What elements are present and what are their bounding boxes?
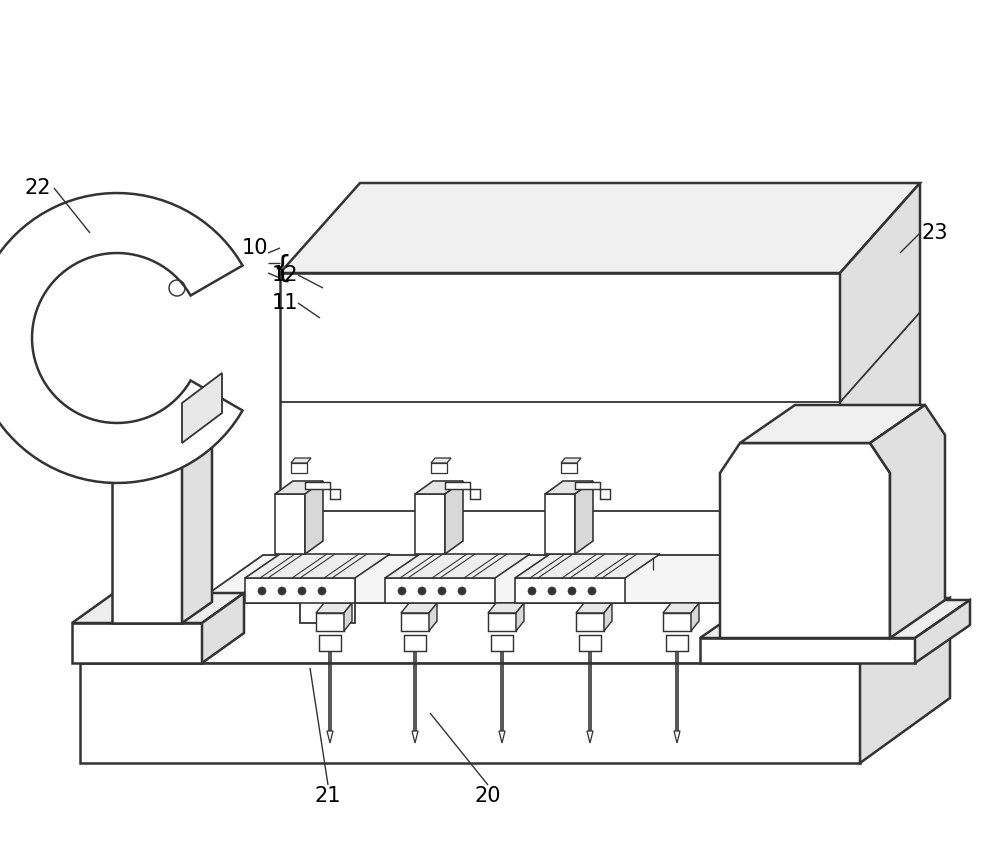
Polygon shape: [515, 554, 660, 578]
Circle shape: [528, 587, 536, 595]
Text: 20: 20: [475, 786, 501, 806]
Circle shape: [418, 587, 426, 595]
Polygon shape: [385, 578, 495, 603]
Polygon shape: [700, 638, 915, 663]
Polygon shape: [488, 603, 524, 613]
Polygon shape: [80, 598, 950, 663]
Polygon shape: [720, 443, 890, 638]
Text: {: {: [272, 254, 291, 282]
Polygon shape: [576, 603, 612, 613]
Circle shape: [278, 587, 286, 595]
Polygon shape: [401, 603, 437, 613]
Bar: [291, 463, 307, 473]
Bar: [300, 555, 355, 623]
Text: 21: 21: [315, 786, 341, 806]
Polygon shape: [860, 598, 950, 763]
Circle shape: [258, 587, 266, 595]
Bar: [579, 635, 601, 651]
Polygon shape: [545, 494, 575, 554]
Polygon shape: [691, 603, 699, 631]
Bar: [401, 613, 429, 631]
Polygon shape: [327, 731, 333, 743]
Circle shape: [398, 587, 406, 595]
Polygon shape: [870, 405, 945, 638]
Polygon shape: [195, 603, 765, 663]
Polygon shape: [72, 593, 244, 623]
Circle shape: [588, 587, 596, 595]
Polygon shape: [445, 482, 480, 499]
Circle shape: [298, 587, 306, 595]
Polygon shape: [280, 183, 920, 273]
Polygon shape: [915, 600, 970, 663]
Text: 23: 23: [922, 223, 948, 243]
Polygon shape: [415, 494, 445, 554]
Bar: [431, 463, 447, 473]
Polygon shape: [516, 603, 524, 631]
Polygon shape: [291, 458, 311, 463]
Polygon shape: [112, 438, 182, 623]
Polygon shape: [415, 481, 463, 494]
Text: 12: 12: [272, 265, 298, 285]
Bar: [576, 613, 604, 631]
Polygon shape: [700, 600, 970, 638]
Polygon shape: [385, 554, 530, 578]
Polygon shape: [663, 603, 699, 613]
Circle shape: [568, 587, 576, 595]
Bar: [561, 463, 577, 473]
Polygon shape: [305, 482, 340, 499]
Polygon shape: [545, 481, 593, 494]
Polygon shape: [412, 731, 418, 743]
Bar: [404, 635, 426, 651]
Polygon shape: [344, 603, 352, 631]
Polygon shape: [275, 494, 305, 554]
Polygon shape: [245, 578, 355, 603]
Polygon shape: [561, 458, 581, 463]
Polygon shape: [431, 458, 451, 463]
Polygon shape: [499, 731, 505, 743]
Circle shape: [438, 587, 446, 595]
Circle shape: [318, 587, 326, 595]
Circle shape: [548, 587, 556, 595]
Polygon shape: [515, 578, 625, 603]
Polygon shape: [305, 481, 323, 554]
Polygon shape: [202, 593, 244, 663]
Polygon shape: [80, 663, 860, 763]
Circle shape: [458, 587, 466, 595]
Polygon shape: [72, 623, 202, 663]
Bar: [316, 613, 344, 631]
Polygon shape: [575, 481, 593, 554]
Polygon shape: [575, 482, 610, 499]
Polygon shape: [182, 373, 222, 443]
Polygon shape: [765, 555, 833, 663]
Polygon shape: [316, 603, 352, 613]
Text: 10: 10: [242, 238, 268, 258]
Polygon shape: [587, 731, 593, 743]
Bar: [491, 635, 513, 651]
Polygon shape: [245, 554, 390, 578]
Bar: [666, 635, 688, 651]
Polygon shape: [674, 731, 680, 743]
Polygon shape: [195, 555, 833, 603]
Polygon shape: [429, 603, 437, 631]
Polygon shape: [280, 273, 840, 613]
Polygon shape: [275, 481, 323, 494]
Polygon shape: [182, 417, 212, 623]
Bar: [765, 555, 820, 623]
Polygon shape: [0, 193, 243, 483]
Text: 22: 22: [25, 178, 51, 198]
Polygon shape: [740, 405, 925, 443]
Bar: [488, 613, 516, 631]
Polygon shape: [604, 603, 612, 631]
Text: 11: 11: [272, 293, 298, 313]
Polygon shape: [840, 183, 920, 613]
Bar: [319, 635, 341, 651]
Bar: [663, 613, 691, 631]
Polygon shape: [445, 481, 463, 554]
